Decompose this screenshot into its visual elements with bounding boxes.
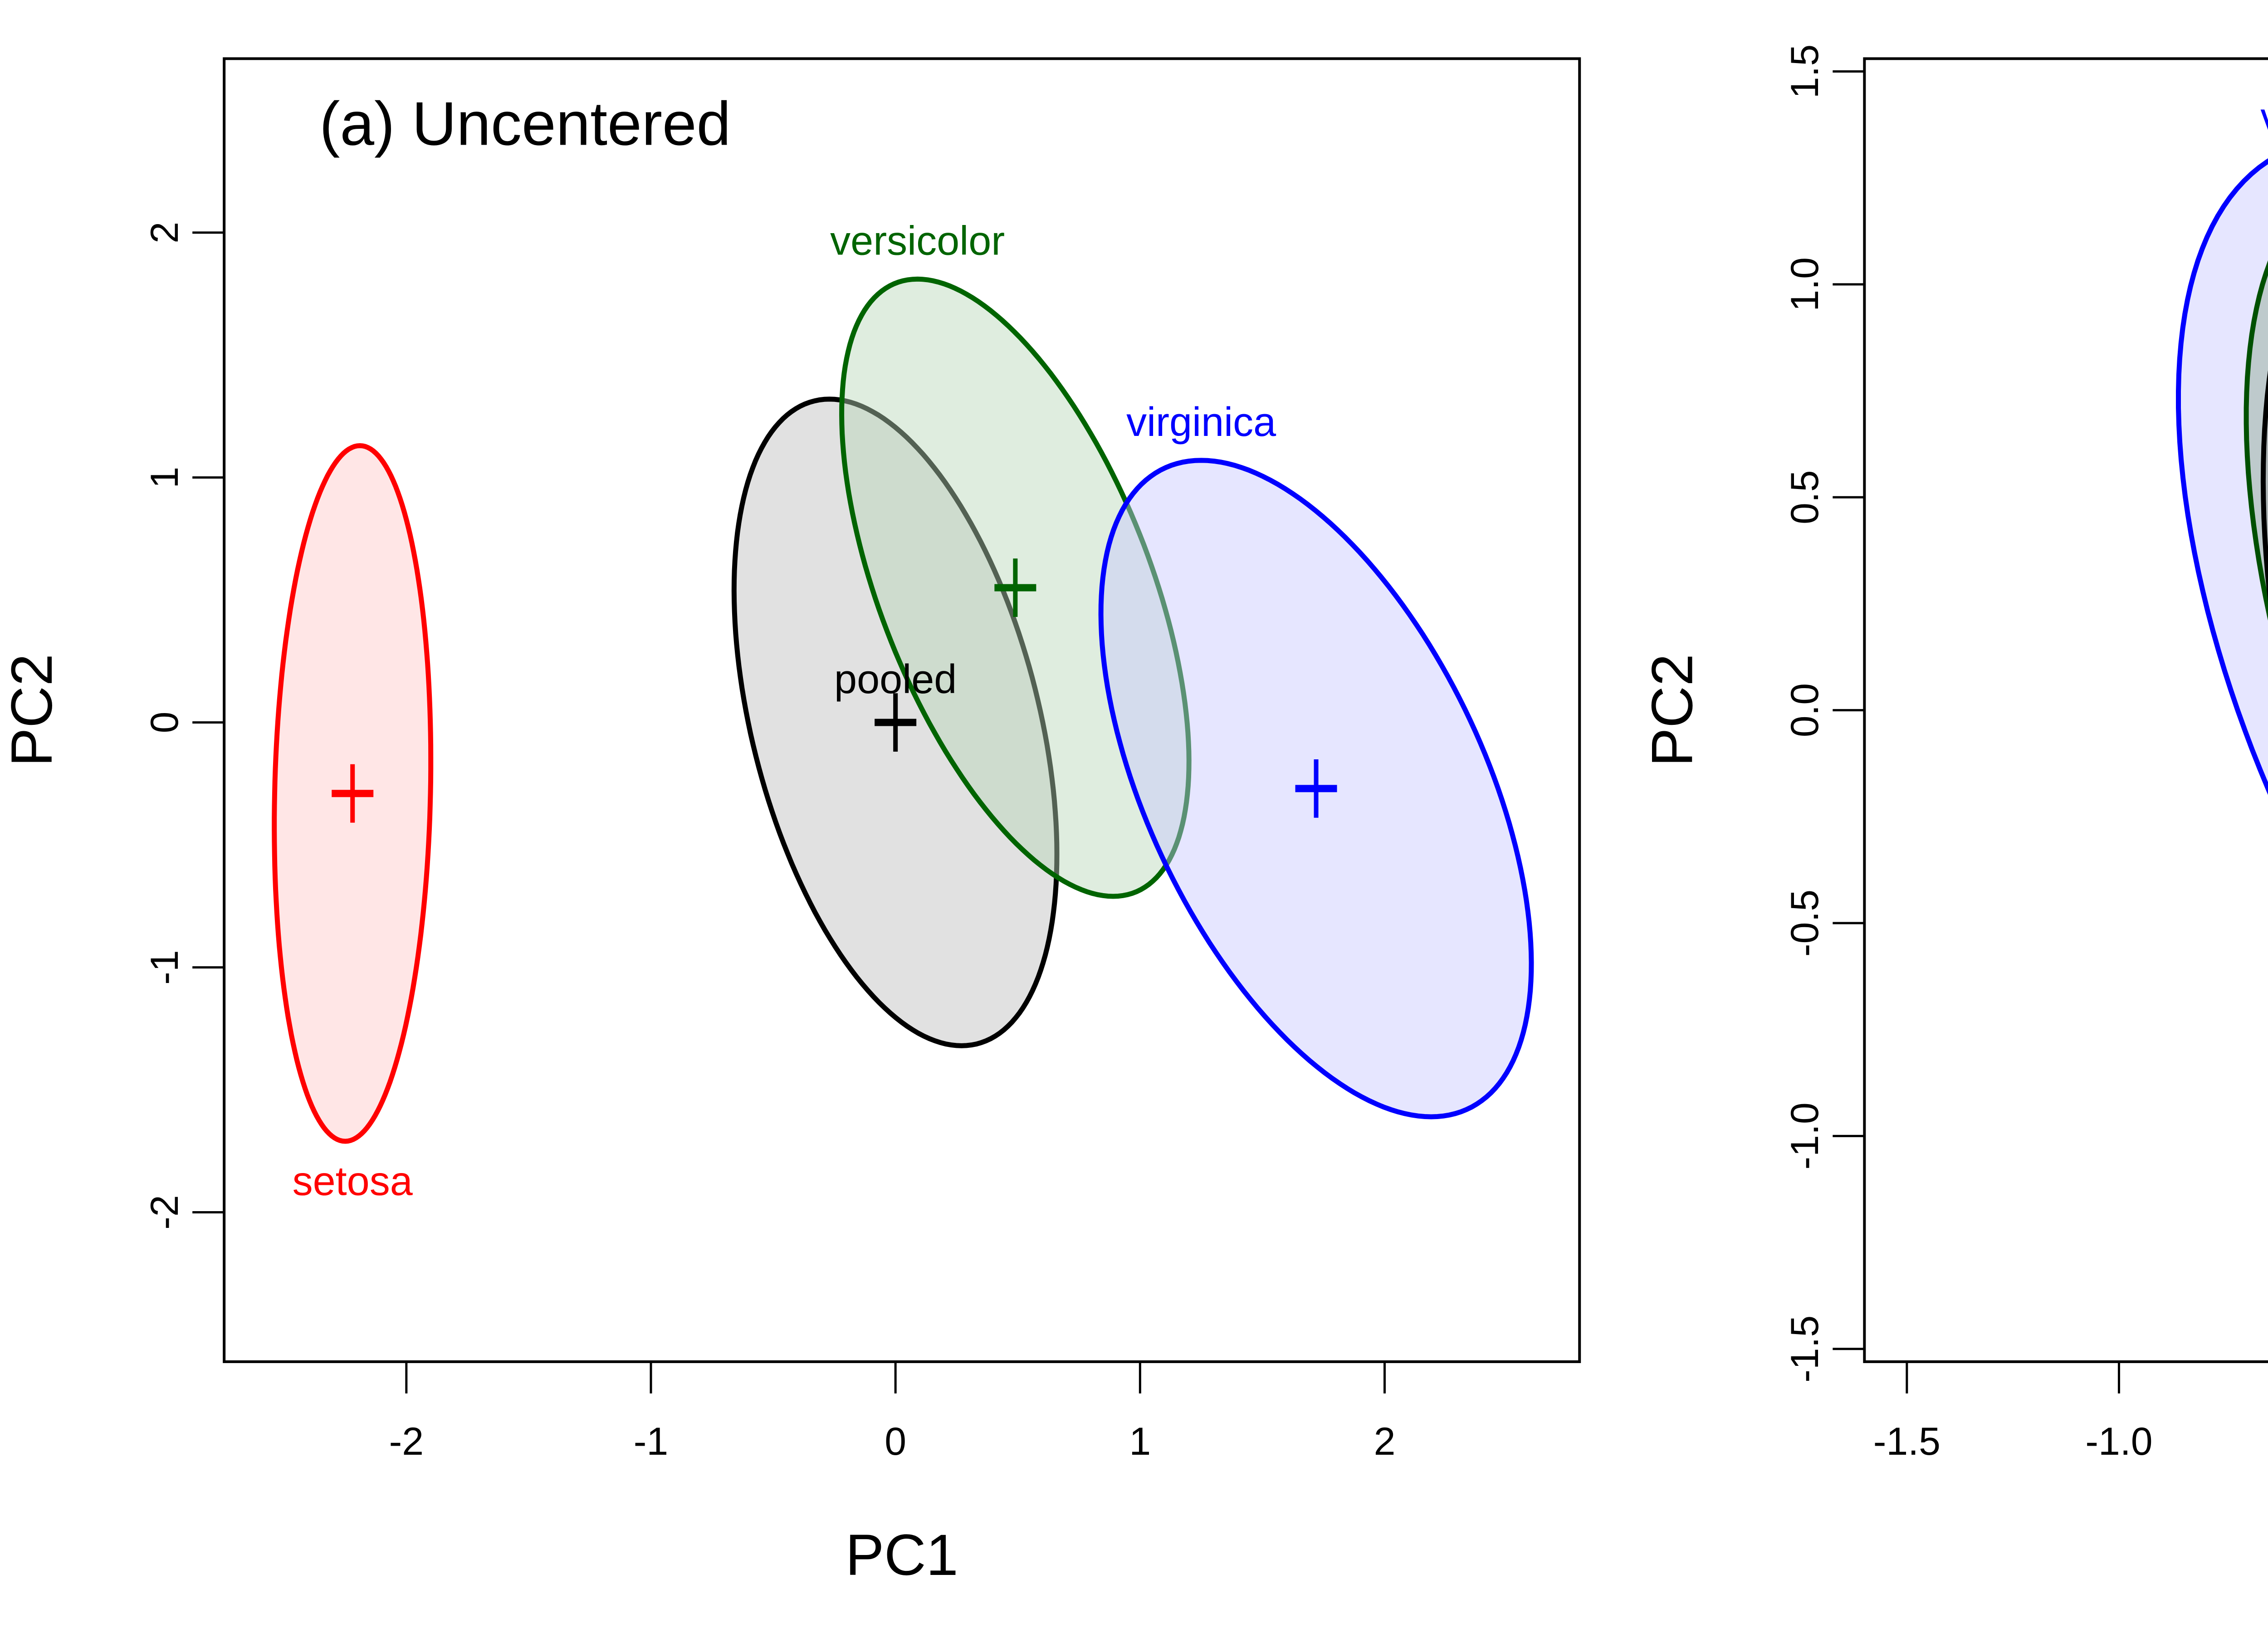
x-tick-label: 2 [1374,1420,1396,1463]
y-tick-label: -1.5 [1783,1315,1827,1383]
center-marker-virginica [1295,759,1337,818]
y-tick-label: -0.5 [1783,890,1827,957]
y-tick-label: -1 [143,950,186,984]
y-tick-label: -1.0 [1783,1102,1827,1169]
ellipse-label-virginica: virginica [1126,400,1276,445]
x-axis: -1.5-1.0-0.50.00.51.01.5 [1873,1361,2153,1463]
y-tick-label: 0 [143,712,186,733]
y-axis-label: PC2 [0,654,64,767]
x-axis: -2 -1 0 1 2 [389,1361,1396,1463]
ellipse-layer [272,276,1534,1144]
ellipse-label-versicolor: versicolor [830,218,1005,264]
x-tick-label: -1.0 [2085,1420,2152,1463]
x-axis-label: PC1 [846,1523,958,1588]
center-marker-layer [332,558,1337,823]
ellipse-label-virginica: virginica [2260,95,2268,140]
center-marker-pooled [875,693,917,752]
ellipse-pooled [2260,370,2268,602]
ellipse-virginica [2176,158,2268,795]
ellipse-label-layer: virginicaversicolorpooledsetosa [2260,95,2268,140]
x-tick-label: 0 [885,1420,906,1463]
y-axis-label: PC2 [1640,654,1705,767]
center-marker-setosa [332,764,374,823]
y-axis: -1.5 -1.0 -0.5 0.0 0.5 1.0 1.5 [1783,44,1865,1383]
y-tick-label: 0.0 [1783,683,1827,738]
panel-b-centered: virginicaversicolorpooledsetosa -1.5 -1.0… [1640,44,2268,1463]
x-tick-label: -2 [389,1420,424,1463]
x-tick-label: -1 [634,1420,668,1463]
y-axis: -2 -1 0 1 2 [143,222,225,1230]
x-tick-label: 1 [1129,1420,1151,1463]
panel-title: (a) Uncentered [319,89,731,158]
y-tick-label: -2 [143,1195,186,1229]
y-tick-label: 1.5 [1783,44,1827,99]
ellipse-label-setosa: setosa [293,1159,413,1204]
y-tick-label: 1 [143,467,186,489]
ellipse-label-layer: pooled versicolor virginica setosa [293,218,1276,1204]
y-tick-label: 2 [143,222,186,244]
y-tick-label: 1.0 [1783,257,1827,312]
center-marker-versicolor [994,558,1036,617]
ellipse-layer [2176,158,2268,795]
x-tick-label: -1.5 [1873,1420,1941,1463]
ellipse-label-pooled: pooled [834,657,957,702]
plot-frame [223,57,1581,1363]
y-tick-label: 0.5 [1783,470,1827,524]
